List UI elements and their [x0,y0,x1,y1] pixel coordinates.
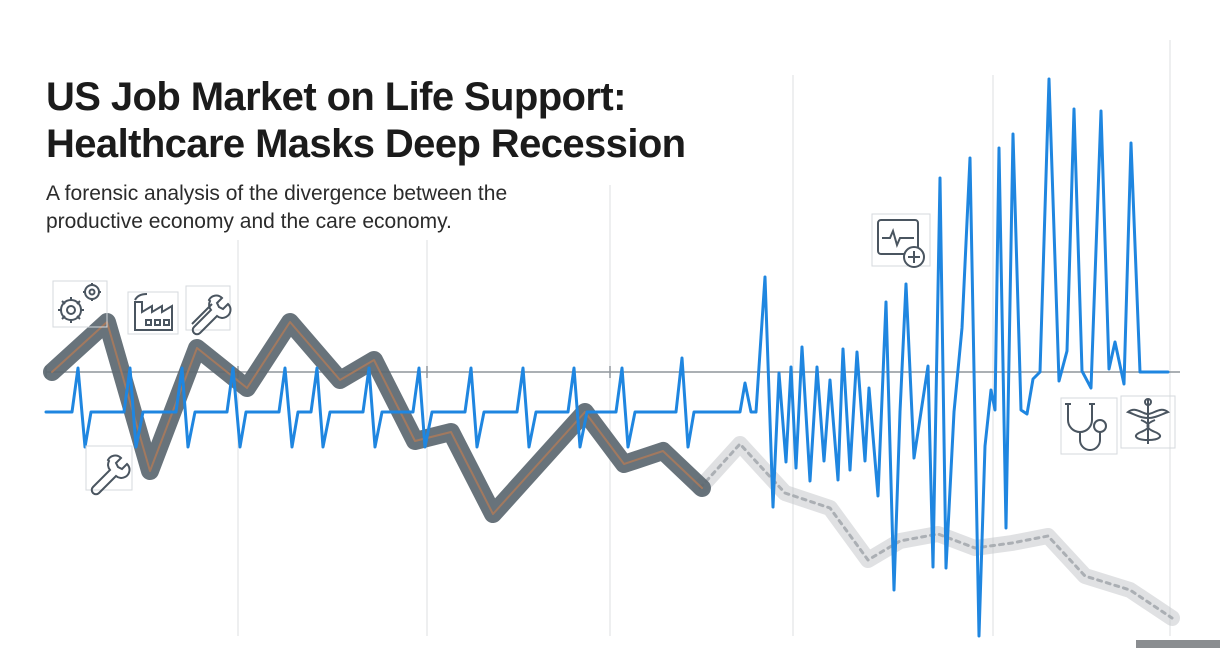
icon-frame [127,291,179,335]
icon-frame [52,280,108,328]
productive-economy-fading-tail [692,436,1180,626]
title-line-2: Healthcare Masks Deep Recession [46,122,686,166]
care-economy-line [44,77,1170,638]
title-line-1: US Job Market on Life Support: [46,75,626,119]
gears-icon [52,280,108,328]
factory-icon [127,291,179,335]
page-title: US Job Market on Life Support: Healthcar… [46,74,686,168]
icon-frame [871,213,931,267]
page-subtitle: A forensic analysis of the divergence be… [46,180,507,236]
wrench-icon [85,445,133,496]
fading-tail-dots [698,442,1174,620]
stethoscope-icon [1060,397,1118,455]
wrench-icon [185,285,232,336]
heart-monitor-icon [871,213,931,268]
icon-frame [1060,397,1118,455]
corner-tab [1136,640,1220,648]
icon-frame [1120,395,1176,449]
productive-line-band [43,313,711,523]
caduceus-icon [1120,395,1176,449]
productive-line-core [51,321,703,515]
subtitle-line-2: productive economy and the care economy. [46,210,452,233]
icon-frame [85,445,133,491]
productive-economy-line [43,313,711,523]
subtitle-line-1: A forensic analysis of the divergence be… [46,182,508,205]
